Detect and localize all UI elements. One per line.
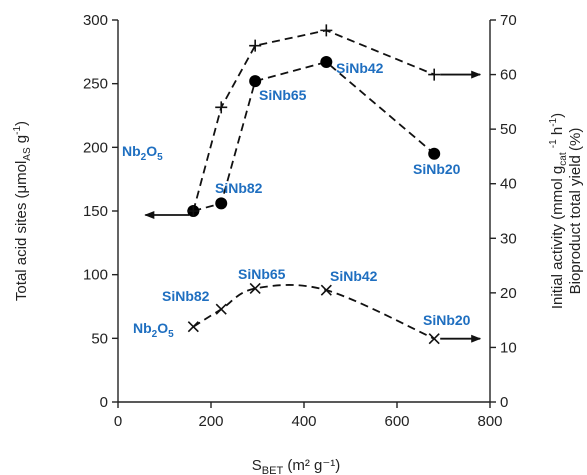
left-tick-label: 200 (83, 139, 108, 156)
x-tick-label: 200 (198, 413, 223, 430)
right-tick-label: 70 (500, 12, 517, 29)
point-label-sinb20-circle: SiNb20 (413, 161, 461, 177)
data-point-x-3 (320, 284, 332, 296)
left-tick-label: 250 (83, 76, 108, 93)
right-y-axis-title-1: Initial activity (mmol gcat -1 h-1) (548, 113, 569, 309)
left-tick-label: 100 (83, 267, 108, 284)
series-layer (144, 29, 482, 343)
data-point-plus-3 (320, 24, 333, 37)
data-point-x-4 (428, 333, 440, 345)
point-labels: Nb2O5 SiNb82 SiNb65 SiNb42 SiNb20 Nb2O5 … (122, 60, 471, 340)
point-label-sinb82-x: SiNb82 (162, 288, 210, 304)
series-line-x (192, 284, 435, 340)
point-label-sinb82-circle: SiNb82 (215, 180, 263, 196)
x-tick-label: 400 (291, 413, 316, 430)
right-tick-label: 20 (500, 285, 517, 302)
data-point-x-1 (215, 303, 227, 315)
data-point-plus-2 (249, 39, 262, 52)
data-point-plus-1 (215, 101, 228, 114)
left-y-axis-title: Total acid sites (μmolAS g-1) (12, 121, 33, 301)
right-tick-label: 0 (500, 394, 508, 411)
right-y-axis-title-2: Bioproduct total yield (%) (567, 128, 584, 295)
left-tick-label: 150 (83, 203, 108, 220)
left-tick-label: 300 (83, 12, 108, 29)
point-label-sinb65-circle: SiNb65 (259, 87, 307, 103)
marker-layer (187, 24, 441, 345)
left-y-ticks: 0 50 100 150 200 250 300 (83, 12, 118, 411)
x-axis-title: SBET (m² g⁻¹) (252, 457, 341, 475)
left-tick-label: 50 (91, 330, 108, 347)
left-tick-label: 0 (100, 394, 108, 411)
data-point-plus-0 (187, 205, 200, 217)
data-point-plus-4 (428, 68, 441, 81)
x-tick-label: 600 (384, 413, 409, 430)
point-label-sinb20-x: SiNb20 (423, 312, 471, 328)
x-tick-label: 800 (477, 413, 502, 430)
right-tick-label: 40 (500, 176, 517, 193)
data-point-x-2 (249, 282, 261, 295)
right-tick-label: 60 (500, 67, 517, 84)
point-label-nb2o5-x: Nb2O5 (133, 320, 174, 340)
series-line-circle (193, 61, 435, 212)
series-line-plus (192, 29, 435, 212)
point-label-sinb42-x: SiNb42 (330, 268, 378, 284)
point-label-nb2o5-circle: Nb2O5 (122, 143, 163, 163)
right-tick-label: 30 (500, 230, 517, 247)
x-tick-label: 0 (114, 413, 122, 430)
data-point-circle-4 (428, 147, 441, 160)
data-point-circle-3 (320, 56, 333, 69)
data-point-circle-1 (215, 197, 228, 210)
data-point-x-0 (187, 321, 199, 333)
right-tick-label: 50 (500, 121, 517, 138)
point-label-sinb65-x: SiNb65 (238, 266, 286, 282)
point-label-sinb42-circle: SiNb42 (336, 60, 384, 76)
right-tick-label: 10 (500, 339, 517, 356)
right-y-ticks: 0 10 20 30 40 50 60 70 (490, 12, 517, 411)
data-point-circle-2 (249, 75, 262, 88)
x-ticks: 0 200 400 600 800 (114, 402, 503, 430)
